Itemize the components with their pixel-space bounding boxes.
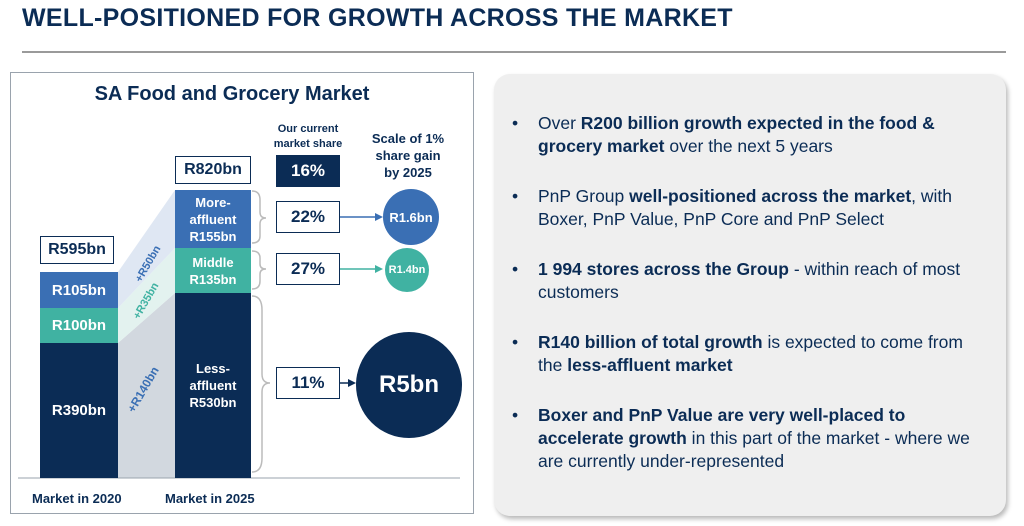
bar-2025-bot-line1: Less- (196, 361, 230, 376)
page-title: WELL-POSITIONED FOR GROWTH ACROSS THE MA… (22, 4, 733, 32)
bar-2025-top-line3: R155bn (189, 228, 237, 244)
bullet-item: • Boxer and PnP Value are very well-place… (512, 405, 970, 471)
scale-circle-less-affluent: R5bn (356, 332, 462, 438)
scale-header-line2: share gain (375, 148, 441, 163)
bar-2025-more-affluent: More- affluent R155bn (175, 190, 251, 248)
brace-bottom (251, 295, 271, 473)
bullet-item: • 1 994 stores across the Group - within … (512, 259, 961, 302)
bullet-panel (494, 74, 1006, 516)
arrow-bottom (348, 379, 356, 387)
bar-2025-top-line2: affluent (189, 211, 237, 227)
total-2025-label: R820bn (175, 156, 251, 184)
bullet-item: • R140 billion of total growth is expecte… (512, 332, 963, 375)
bar-2020-less-affluent: R390bn (40, 343, 118, 478)
bar-2025-mid-line1: Middle (192, 254, 234, 270)
bar-2025-top-line1: More- (195, 194, 231, 210)
bar-2020-middle: R100bn (40, 308, 118, 343)
title-divider (22, 51, 1006, 53)
share-header-line2: market share (273, 138, 343, 150)
xlabel-2020: Market in 2020 (32, 491, 122, 506)
bar-2025-bot-line3: R530bn (189, 395, 237, 410)
bullet-item: • Over R200 billion growth expected in th… (512, 113, 935, 156)
share-more-affluent: 22% (276, 201, 340, 233)
arrow-top (375, 213, 383, 221)
scale-header-line1: Scale of 1% (371, 131, 445, 146)
xlabel-2025: Market in 2025 (165, 491, 255, 506)
share-less-affluent: 11% (276, 367, 340, 399)
bar-2025-bot-line2: affluent (189, 378, 237, 393)
share-header: Our current market share (268, 122, 348, 152)
bullet-item: • PnP Group well-positioned across the ma… (512, 186, 953, 229)
total-2020-label: R595bn (40, 236, 114, 264)
bullet-list: • Over R200 billion growth expected in th… (512, 112, 992, 500)
scale-circle-middle: R1.4bn (385, 248, 429, 292)
bar-2020-more-affluent: R105bn (40, 272, 118, 308)
market-panel-title: SA Food and Grocery Market (94, 83, 370, 105)
growth-band-less-affluent (118, 293, 175, 478)
bar-2025-less-affluent: Less- affluent R530bn (175, 293, 251, 478)
share-middle: 27% (276, 253, 340, 285)
share-total: 16% (276, 155, 340, 187)
growth-band-middle (118, 248, 175, 343)
scale-header: Scale of 1% share gain by 2025 (358, 130, 458, 181)
brace-top (251, 190, 267, 244)
scale-header-line3: by 2025 (384, 165, 432, 180)
brace-middle (251, 250, 267, 290)
scale-circle-more-affluent: R1.6bn (383, 189, 439, 245)
share-header-line1: Our current (277, 123, 339, 135)
growth-band-more-affluent (118, 190, 175, 308)
bar-2025-middle: Middle R135bn (175, 248, 251, 293)
arrow-middle (375, 265, 383, 273)
bar-2025-mid-line2: R135bn (189, 271, 237, 287)
